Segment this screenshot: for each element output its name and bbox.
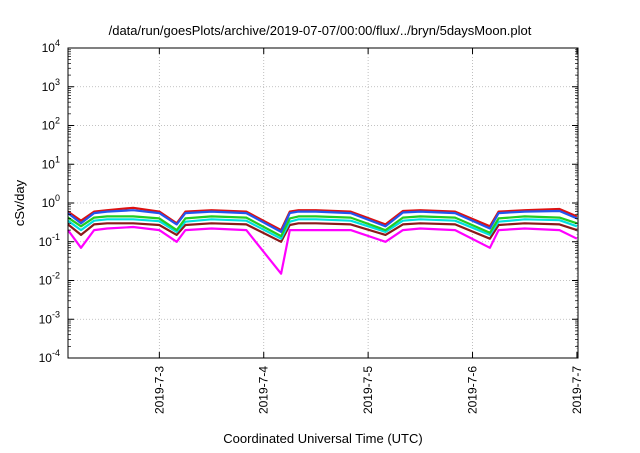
y-axis-label: cSv/day	[12, 179, 27, 226]
y-tick-label: 10-1	[39, 232, 60, 249]
x-tick-label: 2019-7-6	[466, 366, 480, 414]
y-tick-label: 101	[42, 154, 60, 171]
y-tick-label: 103	[42, 77, 60, 94]
y-tick-label: 10-4	[39, 348, 60, 365]
series-line	[67, 215, 578, 238]
y-tick-label: 10-3	[39, 309, 60, 326]
series-line	[67, 225, 578, 275]
x-tick-label: 2019-7-4	[257, 366, 271, 414]
series-layer	[67, 206, 578, 275]
y-axis: 10-4 10-3 10-2 10-1 100 101 102 103 104	[39, 38, 578, 365]
y-tick-label: 10-2	[39, 271, 60, 288]
y-tick-label: 102	[42, 116, 60, 133]
x-axis-label: Coordinated Universal Time (UTC)	[223, 431, 422, 446]
grid	[68, 48, 578, 358]
x-tick-label: 2019-7-5	[361, 366, 375, 414]
series-line	[67, 218, 578, 240]
chart-title: /data/run/goesPlots/archive/2019-07-07/0…	[109, 23, 532, 38]
series-line	[67, 209, 578, 233]
y-tick-label: 100	[42, 193, 60, 210]
x-tick-label: 2019-7-7	[570, 366, 584, 414]
y-tick-label: 104	[42, 38, 60, 55]
x-tick-label: 2019-7-3	[152, 366, 166, 414]
x-axis: 2019-7-3 2019-7-4 2019-7-5 2019-7-6 2019-7-7	[152, 48, 584, 414]
series-line	[67, 222, 578, 243]
